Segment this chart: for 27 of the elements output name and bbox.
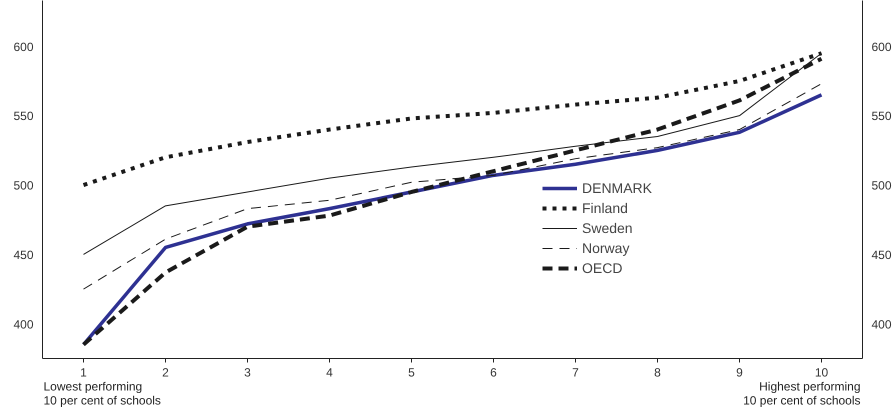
- legend-label: DENMARK: [582, 180, 652, 196]
- y-tick-label: 450: [13, 248, 34, 262]
- text: Lowest performing 10 per cent of schools: [44, 380, 161, 408]
- legend-label: OECD: [582, 260, 622, 276]
- y-tick-label: 550: [13, 109, 34, 124]
- legend-label: Norway: [582, 240, 630, 256]
- y2-tick-label: 550: [872, 109, 892, 124]
- x-tick-label: 5: [408, 366, 416, 380]
- legend-label: Finland: [582, 200, 628, 216]
- x-tick-label: 2: [162, 366, 170, 380]
- y-tick-label: 600: [13, 40, 34, 54]
- y-tick-label: 500: [13, 178, 34, 193]
- x-tick-label: 8: [654, 366, 662, 380]
- text: Highest performing 10 per cent of schools: [743, 380, 861, 408]
- legend-label: Sweden: [582, 220, 633, 236]
- x-tick-label: 4: [326, 366, 334, 380]
- x-tick-label: 3: [244, 366, 252, 380]
- y-tick-label: 400: [13, 317, 34, 332]
- x-tick-label: 1: [80, 366, 88, 380]
- x-tick-label: 7: [572, 366, 580, 380]
- x-tick-label: 9: [736, 366, 744, 380]
- y2-tick-label: 500: [872, 178, 892, 193]
- x-tick-label: 6: [490, 366, 498, 380]
- y2-tick-label: 600: [872, 40, 892, 54]
- y2-tick-label: 450: [872, 248, 892, 262]
- x-tick-label: 10: [814, 366, 828, 380]
- y2-tick-label: 400: [872, 317, 892, 332]
